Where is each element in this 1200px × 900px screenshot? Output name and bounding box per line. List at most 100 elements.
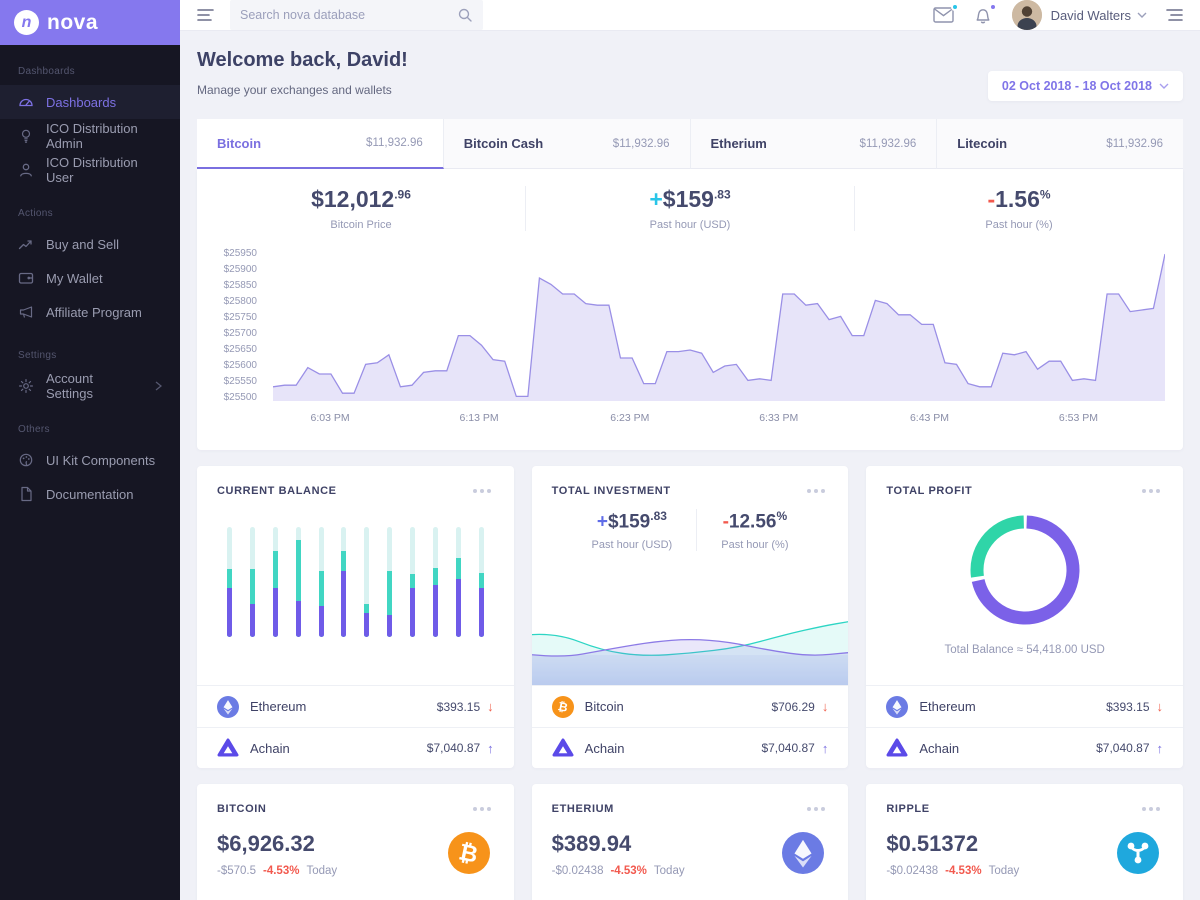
sidebar-item-my-wallet[interactable]: My Wallet — [0, 261, 180, 295]
stat-sign: - — [987, 186, 996, 212]
coin-name: Achain — [250, 740, 290, 756]
stat-label: Bitcoin Price — [330, 219, 392, 231]
user-avatar[interactable] — [1011, 0, 1042, 30]
achain-icon — [886, 737, 908, 759]
sidebar-item-affiliate-program[interactable]: Affiliate Program — [0, 295, 180, 329]
sidebar-item-label: Affiliate Program — [46, 304, 142, 320]
card-menu-dots-icon[interactable] — [1139, 486, 1163, 496]
bitcoin-icon: ₿ — [447, 832, 490, 874]
messages-icon[interactable] — [932, 3, 959, 23]
coin-tabs: Bitcoin $11,932.96 Bitcoin Cash $11,932.96 E… — [197, 119, 1183, 169]
coin-name: Achain — [584, 740, 625, 756]
sidebar-item-ico-distribution-user[interactable]: ICO Distribution User — [0, 153, 180, 187]
notifications-bell-icon[interactable] — [974, 2, 997, 24]
search-box — [230, 0, 483, 30]
notifications-badge — [988, 2, 997, 11]
ticker-card-ripple: RIPPLE $0.51372 -$0.02438 -4.53% Today — [866, 784, 1184, 900]
trend-down-arrow-icon: ↓ — [821, 699, 829, 714]
trend-up-arrow-icon: ↑ — [487, 740, 494, 756]
balance-bar — [478, 527, 484, 637]
search-input[interactable] — [240, 8, 457, 22]
ethereum-icon — [217, 695, 239, 718]
y-axis-tick: $25800 — [223, 296, 257, 307]
coin-row-ethereum[interactable]: Ethereum $393.15 ↓ — [197, 686, 514, 727]
stat-value: $159 — [662, 186, 714, 212]
sidebar-item-buy-and-sell[interactable]: Buy and Sell — [0, 227, 180, 261]
stat-past-hour-usd: +$159.83 Past hour (USD) — [526, 186, 855, 231]
tab-bitcoin-cash[interactable]: Bitcoin Cash $11,932.96 — [443, 119, 691, 169]
coin-row-ethereum[interactable]: Ethereum $393.15 ↓ — [866, 686, 1183, 727]
trend-icon — [18, 236, 34, 252]
main-area: David Walters Welcome back, David! Manag… — [180, 0, 1200, 900]
tab-etherium[interactable]: Etherium $11,932.96 — [690, 119, 938, 169]
sidebar-item-label: My Wallet — [46, 270, 103, 286]
coin-name: Achain — [919, 740, 960, 756]
welcome-section: Welcome back, David! Manage your exchang… — [197, 45, 1183, 101]
card-title: CURRENT BALANCE — [217, 485, 337, 497]
coin-value: $7,040.87 — [761, 741, 815, 755]
price-chart-y-axis: $25950 $25900 $25850 $25800 $25750 $25700 $256… — [215, 248, 265, 404]
tab-label: Etherium — [710, 136, 767, 151]
sidebar-item-ico-distribution-admin[interactable]: ICO Distribution Admin — [0, 119, 180, 153]
coin-row-bitcoin[interactable]: ₿ Bitcoin $706.29 ↓ — [532, 686, 849, 727]
page-title: Welcome back, David! — [197, 49, 408, 71]
brand-logo[interactable]: n nova — [0, 0, 180, 45]
sidebar-section-label: Settings — [18, 350, 57, 361]
ripple-icon — [1117, 832, 1160, 874]
stat-value: 12.56 — [728, 511, 777, 533]
tab-litecoin[interactable]: Litecoin $11,932.96 — [937, 119, 1183, 169]
balance-bar — [341, 527, 347, 637]
balance-bar — [410, 527, 415, 637]
balance-bar — [249, 527, 255, 637]
user-menu[interactable]: David Walters — [1051, 8, 1147, 23]
search-icon[interactable] — [457, 7, 473, 23]
balance-bar — [227, 527, 232, 637]
card-title: ETHERIUM — [551, 803, 614, 815]
bulb-icon — [18, 128, 34, 144]
coin-name: Ethereum — [250, 699, 307, 714]
balance-bar — [318, 527, 324, 637]
current-balance-card: CURRENT BALANCE Ethereum $393.15 ↓ Achain $7… — [197, 466, 514, 768]
coin-row-achain[interactable]: Achain $7,040.87 ↑ — [866, 727, 1184, 768]
sidebar-item-account-settings[interactable]: Account Settings — [0, 369, 180, 403]
x-axis-tick: 6:13 PM — [459, 412, 499, 424]
price-overview-card: $12,012.96 Bitcoin Price +$159.83 Past hour… — [197, 169, 1183, 450]
achain-icon — [552, 737, 574, 759]
investment-wave-chart — [531, 620, 849, 685]
card-menu-dots-icon[interactable] — [1139, 804, 1163, 814]
ethereum-icon — [782, 832, 825, 874]
brand-logo-icon: n — [14, 10, 39, 35]
coin-list: ₿ Bitcoin $706.29 ↓ Achain $7,040.87 ↑ — [531, 685, 849, 768]
coin-row-achain[interactable]: Achain $7,040.87 ↑ — [531, 727, 849, 768]
tab-bitcoin[interactable]: Bitcoin $11,932.96 — [197, 119, 444, 169]
x-axis-tick: 6:33 PM — [759, 412, 799, 424]
price-chart-plot: 6:03 PM 6:13 PM 6:23 PM 6:33 PM 6:43 PM 6:53 … — [273, 248, 1165, 424]
stat-past-hour: -1.56% Past hour (%) — [855, 186, 1183, 231]
sidebar-item-dashboards[interactable]: Dashboards — [0, 85, 180, 119]
y-axis-tick: $25650 — [223, 344, 257, 355]
card-menu-dots-icon[interactable] — [804, 486, 828, 496]
sidebar-section-settings: Settings Account Settings — [0, 350, 180, 403]
sidebar-section-dashboards: Dashboards Dashboards ICO Distribution Adm… — [0, 66, 180, 187]
stat-label: Past hour (USD) — [649, 219, 731, 231]
card-menu-dots-icon[interactable] — [804, 804, 828, 814]
price-chart: $25950 $25900 $25850 $25800 $25750 $25700 $256… — [215, 248, 1165, 440]
sidebar-toggle-icon[interactable] — [197, 7, 215, 23]
sidebar-item-documentation[interactable]: Documentation — [0, 477, 180, 511]
stat-bitcoin-price: $12,012.96 Bitcoin Price — [197, 186, 526, 231]
card-menu-dots-icon[interactable] — [470, 804, 494, 814]
sidebar-item-ui-kit-components[interactable]: UI Kit Components — [0, 443, 180, 477]
tab-label: Bitcoin — [217, 135, 262, 151]
topbar-menu-icon[interactable] — [1165, 7, 1183, 23]
card-menu-dots-icon[interactable] — [470, 486, 494, 496]
trend-up-arrow-icon: ↑ — [821, 740, 829, 756]
coin-row-achain[interactable]: Achain $7,040.87 ↑ — [197, 727, 514, 768]
ticker-period: Today — [306, 865, 338, 877]
ticker-percent: -4.53% — [263, 865, 300, 877]
y-axis-tick: $25850 — [223, 280, 257, 291]
wallet-icon — [18, 270, 34, 286]
date-range-picker[interactable]: 02 Oct 2018 - 18 Oct 2018 — [987, 71, 1183, 101]
ticker-card-bitcoin: BITCOIN $6,926.32 -$570.5 -4.53% Today ₿ — [197, 784, 514, 900]
user-icon — [18, 162, 34, 178]
chevron-right-icon — [155, 381, 162, 391]
